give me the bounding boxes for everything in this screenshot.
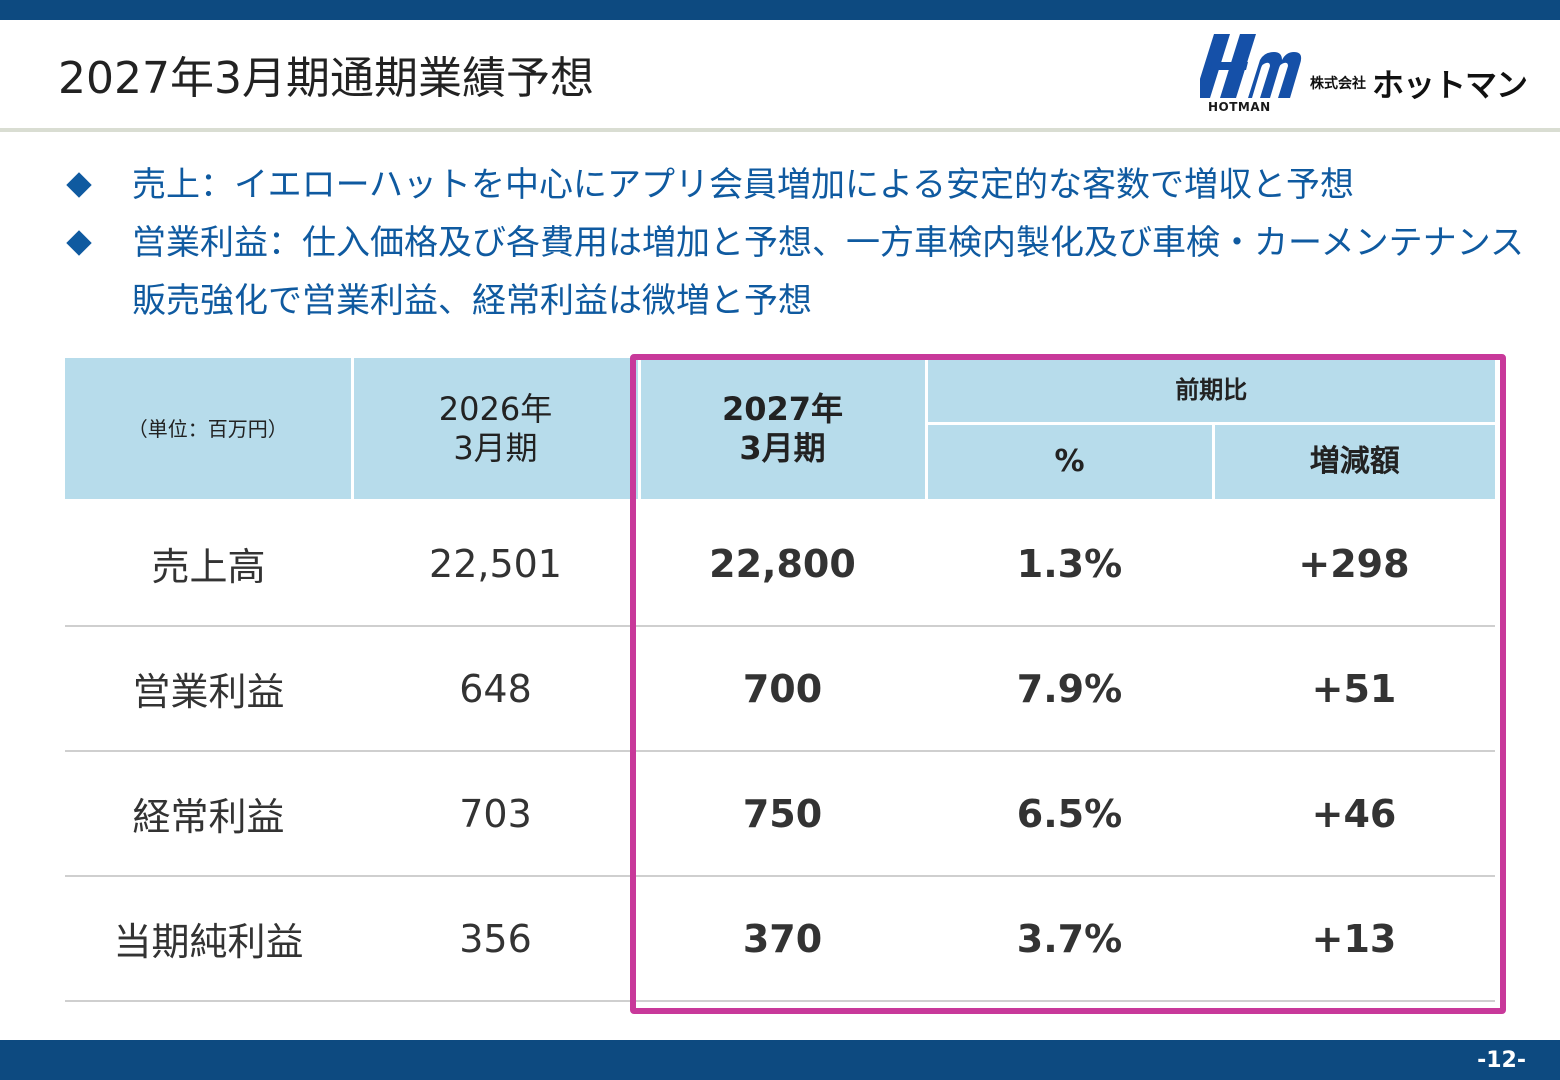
page-number: -12-	[1477, 1048, 1526, 1073]
current-period-header: 2027年 3月期	[639, 358, 928, 502]
footer-bar: -12-	[0, 1040, 1560, 1080]
forecast-table: （単位：百万円） 2026年 3月期 2027年 3月期 前期比 % 増減額 売…	[65, 358, 1495, 1002]
diamond-bullet-icon	[66, 172, 92, 198]
row-label: 売上高	[65, 500, 352, 627]
hotman-logo-mark-icon	[1200, 34, 1302, 98]
prev-period-header: 2026年 3月期	[352, 358, 641, 502]
logo-subtext: HOTMAN	[1208, 100, 1271, 114]
change-value: +46	[1213, 751, 1495, 877]
bullet-item: 営業利益：仕入価格及び各費用は増加と予想、一方車検内製化及び車検・カーメンテナン…	[60, 214, 1530, 330]
percent-value: 7.9%	[926, 626, 1213, 752]
header-divider	[0, 128, 1560, 132]
unit-header: （単位：百万円）	[65, 358, 354, 502]
current-period-year: 2027年	[721, 390, 844, 429]
prev-period-month: 3月期	[453, 428, 538, 467]
company-name: ホットマン	[1372, 66, 1528, 104]
table-row: 当期純利益 356 370 3.7% +13	[65, 876, 1495, 1002]
diamond-bullet-icon	[66, 230, 92, 256]
prev-value: 703	[352, 751, 639, 877]
logo-company-name: 株式会社 ホットマン	[1310, 60, 1528, 106]
company-logo: HOTMAN 株式会社 ホットマン	[1200, 30, 1540, 120]
percent-value: 6.5%	[926, 751, 1213, 877]
change-value: +51	[1213, 626, 1495, 752]
comparison-header: 前期比	[926, 358, 1495, 425]
row-label: 当期純利益	[65, 876, 352, 1002]
change-header: 増減額	[1213, 423, 1495, 502]
prev-value: 356	[352, 876, 639, 1002]
percent-value: 1.3%	[926, 500, 1213, 627]
prev-value: 22,501	[352, 500, 639, 627]
top-bar	[0, 0, 1560, 20]
current-value: 750	[639, 751, 926, 877]
current-period-month: 3月期	[739, 428, 826, 467]
row-label: 営業利益	[65, 626, 352, 752]
prev-value: 648	[352, 626, 639, 752]
change-value: +298	[1213, 500, 1495, 627]
percent-header: %	[926, 423, 1215, 502]
bullet-text: 売上：イエローハットを中心にアプリ会員増加による安定的な客数で増収と予想	[132, 165, 1354, 205]
change-value: +13	[1213, 876, 1495, 1002]
current-value: 700	[639, 626, 926, 752]
bullet-item: 売上：イエローハットを中心にアプリ会員増加による安定的な客数で増収と予想	[60, 156, 1530, 214]
company-prefix: 株式会社	[1310, 76, 1366, 92]
row-label: 経常利益	[65, 751, 352, 877]
table-row: 経常利益 703 750 6.5% +46	[65, 751, 1495, 877]
bullet-text: 営業利益：仕入価格及び各費用は増加と予想、一方車検内製化及び車検・カーメンテナン…	[132, 223, 1524, 321]
table-row: 営業利益 648 700 7.9% +51	[65, 626, 1495, 752]
bullet-list: 売上：イエローハットを中心にアプリ会員増加による安定的な客数で増収と予想 営業利…	[60, 156, 1530, 330]
percent-value: 3.7%	[926, 876, 1213, 1002]
prev-period-year: 2026年	[438, 390, 553, 429]
current-value: 22,800	[639, 500, 926, 627]
header: 2027年3月期通期業績予想 HOTMAN 株式会社 ホットマン	[0, 20, 1560, 128]
page-title: 2027年3月期通期業績予想	[58, 53, 594, 104]
table-row: 売上高 22,501 22,800 1.3% +298	[65, 500, 1495, 627]
current-value: 370	[639, 876, 926, 1002]
